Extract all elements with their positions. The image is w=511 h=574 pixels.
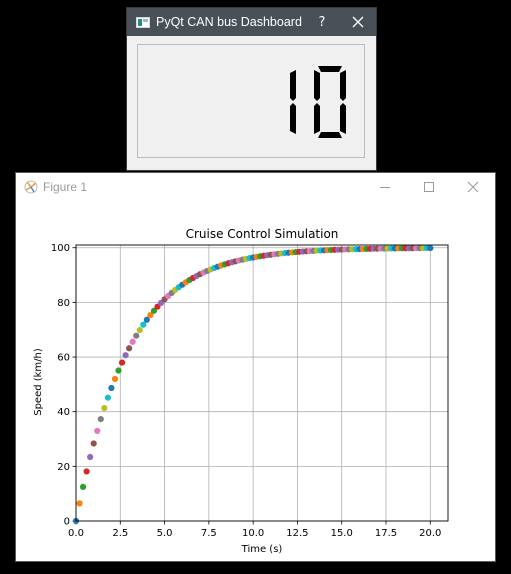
app-window-icon: [136, 16, 150, 28]
chart-title: Cruise Control Simulation: [186, 227, 339, 241]
data-point: [108, 384, 115, 392]
dashboard-window: PyQt CAN bus Dashboard ? 100: [127, 8, 376, 170]
data-point: [122, 352, 129, 359]
data-point: [129, 338, 136, 345]
figure-titlebar[interactable]: Figure 1: [16, 173, 495, 200]
data-point: [133, 332, 140, 339]
data-point: [143, 316, 150, 323]
data-point: [87, 453, 94, 461]
close-button[interactable]: [340, 8, 376, 36]
y-tick-label: 60: [57, 353, 70, 364]
close-icon: [352, 16, 364, 28]
figure-close-button[interactable]: [451, 173, 495, 200]
data-point: [90, 440, 97, 447]
data-point: [126, 345, 133, 352]
y-tick-label: 20: [57, 462, 70, 473]
data-point: [97, 415, 104, 423]
x-tick-label: 5.0: [157, 528, 173, 539]
lcd-number-display: 100: [137, 44, 365, 158]
data-point: [79, 483, 87, 490]
maximize-icon: [424, 181, 434, 192]
dashboard-title: PyQt CAN bus Dashboard: [156, 15, 302, 29]
minimize-icon: [380, 186, 390, 188]
data-point: [140, 321, 147, 328]
data-point: [118, 359, 126, 366]
data-point: [76, 500, 83, 507]
dashboard-titlebar[interactable]: PyQt CAN bus Dashboard ?: [127, 8, 376, 36]
scatter-plot: Time (s) Speed (km/h) 0.0 2.5 5.0 7.5 10.0 12…: [33, 227, 449, 555]
data-point: [427, 244, 434, 252]
help-button[interactable]: ?: [318, 14, 326, 30]
matplotlib-logo-icon: [24, 180, 38, 194]
data-point: [101, 404, 108, 412]
x-tick-label: 7.5: [201, 528, 217, 539]
x-tick-label: 12.5: [286, 528, 308, 539]
lcd-digit: [290, 70, 296, 134]
close-icon: [467, 181, 479, 192]
x-tick-label: 2.5: [112, 528, 128, 539]
data-point: [83, 468, 90, 475]
lcd-digits: [290, 66, 346, 138]
data-point: [94, 427, 101, 435]
y-axis-label: Speed (km/h): [33, 348, 44, 416]
data-point: [111, 375, 119, 383]
data-point: [115, 367, 122, 374]
maximize-button[interactable]: [407, 173, 451, 200]
data-point: [104, 394, 111, 401]
minimize-button[interactable]: [363, 173, 407, 200]
figure-title: Figure 1: [43, 179, 88, 194]
data-point: [150, 307, 158, 314]
y-tick-label: 80: [57, 298, 70, 309]
x-axis-label: Time (s): [241, 544, 283, 555]
data-point: [147, 312, 154, 319]
x-tick-label: 0.0: [68, 528, 84, 539]
x-tick-label: 20.0: [419, 528, 441, 539]
y-tick-label: 0: [64, 517, 70, 528]
x-tick-label: 10.0: [242, 528, 264, 539]
y-tick-label: 100: [51, 243, 70, 254]
x-tick-label: 17.5: [375, 528, 397, 539]
data-point: [136, 326, 143, 334]
lcd-digit: [314, 66, 346, 138]
y-tick-label: 40: [57, 407, 70, 418]
x-tick-label: 15.0: [331, 528, 353, 539]
axes-frame: [75, 244, 449, 522]
figure-window: Figure 1 Time (s) Speed (km/h) 0.0 2.5 5.0…: [16, 173, 495, 561]
